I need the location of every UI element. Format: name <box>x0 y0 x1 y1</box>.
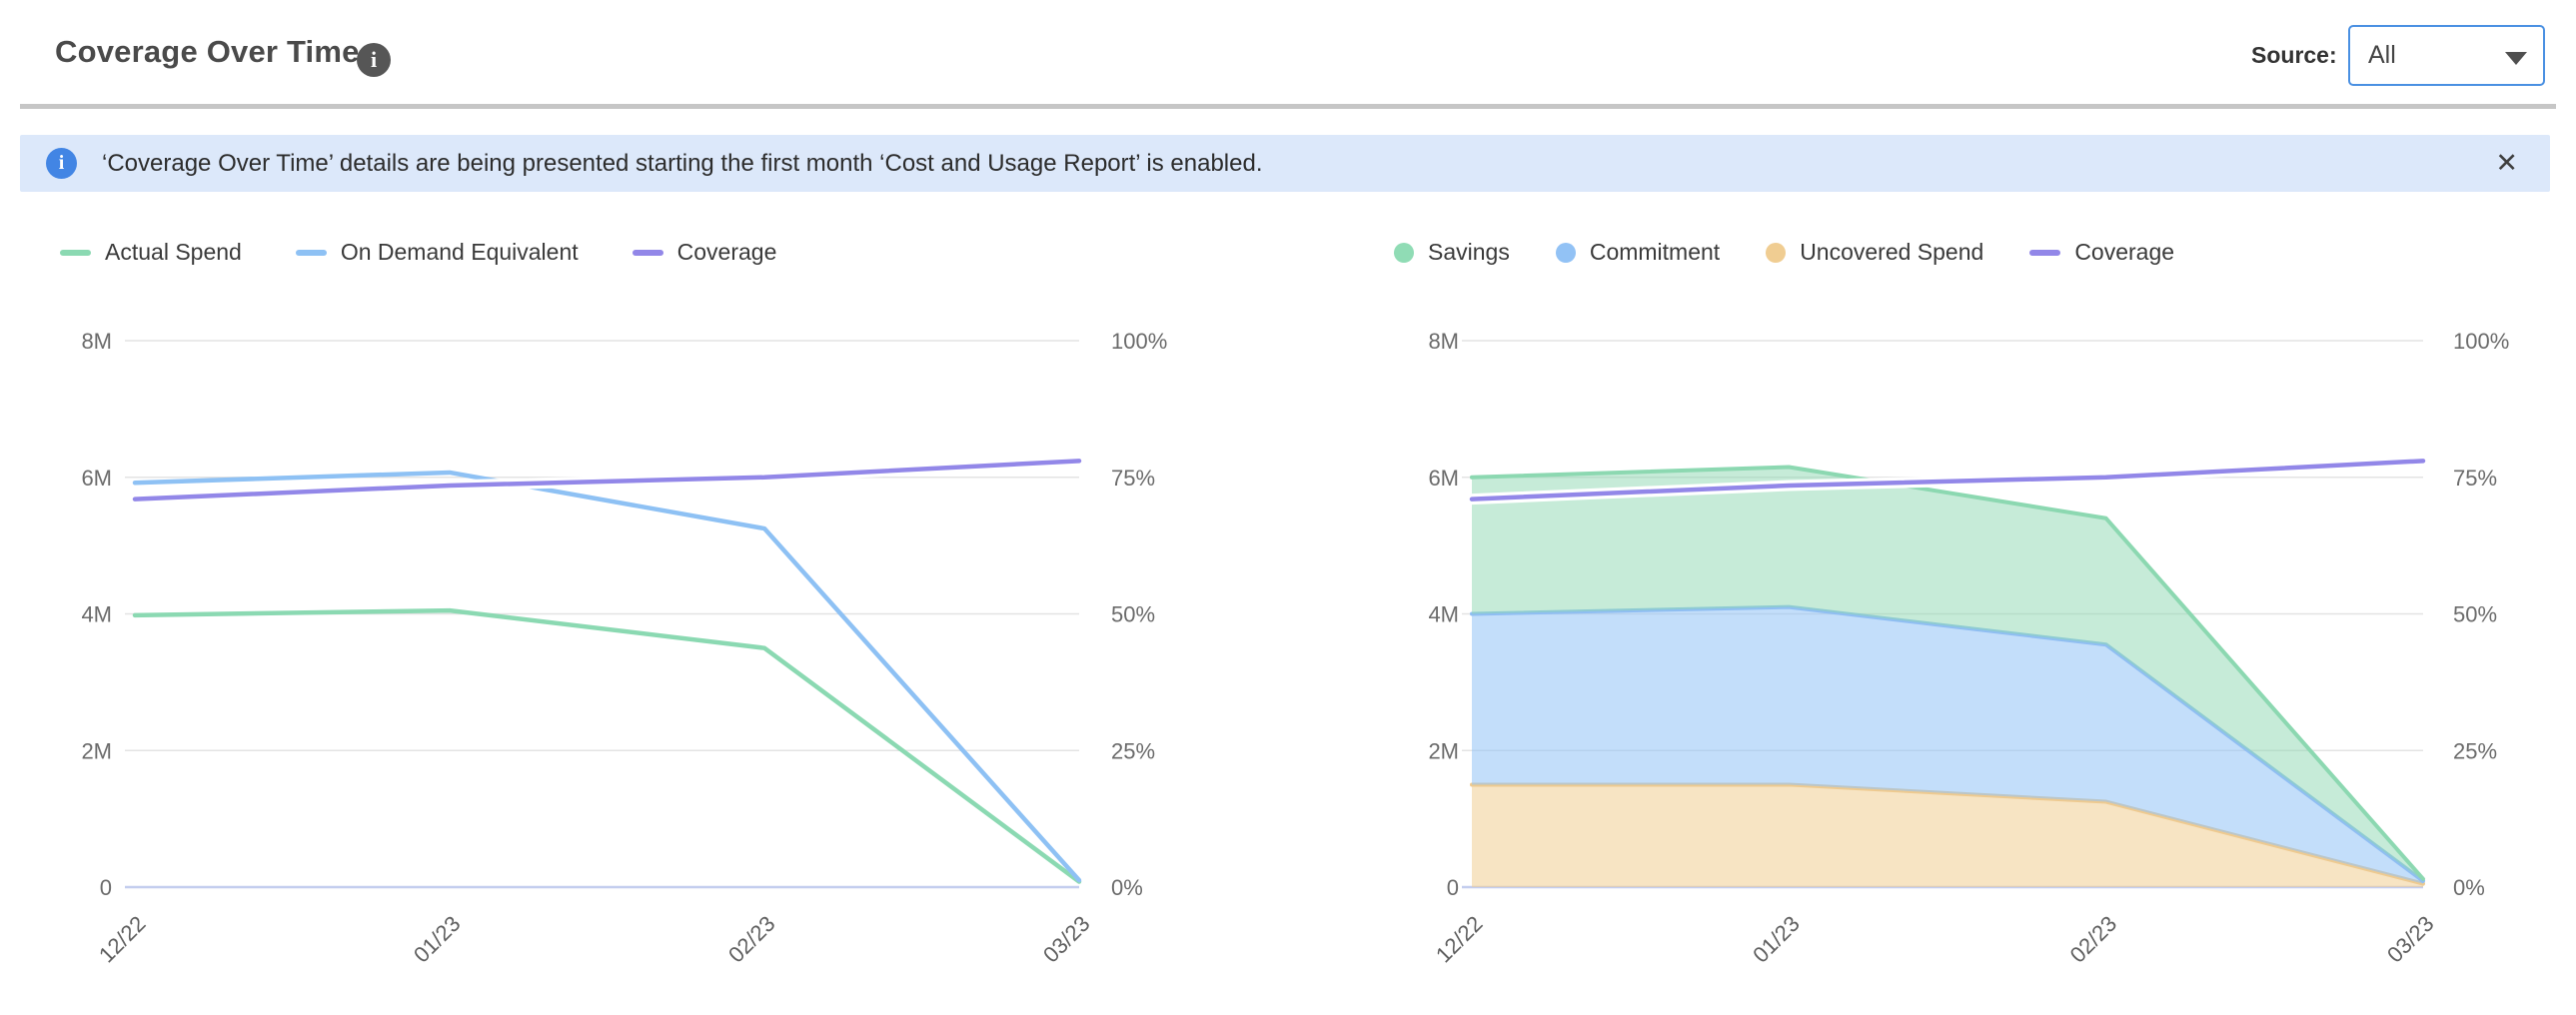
y-axis-right-tick: 0% <box>1111 875 1143 900</box>
legend-label: Coverage <box>676 239 777 265</box>
x-axis-tick: 02/23 <box>723 911 780 968</box>
legend-item-coverage[interactable]: Coverage <box>632 239 777 266</box>
uncovered-spend-area <box>1472 784 2423 887</box>
legend-item-coverage[interactable]: Coverage <box>2029 239 2174 266</box>
y-axis-right-tick: 75% <box>1111 466 1155 491</box>
legend-label: Coverage <box>2074 239 2175 265</box>
savings-area <box>1472 467 2423 881</box>
y-axis-right-tick: 50% <box>1111 602 1155 627</box>
commitment-area <box>1472 606 2423 884</box>
y-axis-right-tick: 100% <box>2453 329 2509 354</box>
source-label: Source: <box>2251 42 2337 68</box>
close-icon[interactable]: ✕ <box>2487 135 2526 192</box>
legend-swatch <box>60 249 91 256</box>
savings-edge <box>1470 465 2425 881</box>
y-axis-left-tick: 0 <box>100 875 112 900</box>
y-axis-right-tick: 25% <box>1111 738 1155 763</box>
legend-swatch <box>2029 249 2061 256</box>
legend-label: On Demand Equivalent <box>340 239 579 265</box>
legend-swatch <box>295 249 327 256</box>
y-axis-left-tick: 8M <box>81 329 112 354</box>
coverage-line <box>1469 459 2426 502</box>
chevron-down-icon <box>2505 52 2527 65</box>
spend-lines-chart: Actual Spend On Demand Equivalent Coverage… <box>0 225 1289 1015</box>
y-axis-right-tick: 25% <box>2453 738 2497 763</box>
legend-item-commitment[interactable]: Commitment <box>1555 239 1721 266</box>
y-axis-left-tick: 8M <box>1428 329 1459 354</box>
x-axis-tick: 02/23 <box>2065 911 2122 968</box>
right-chart-legend: Savings Commitment Uncovered Spend Coverage <box>1337 225 2576 280</box>
legend-swatch <box>632 249 663 256</box>
left-chart-legend: Actual Spend On Demand Equivalent Coverage <box>0 225 1289 280</box>
coverage-line <box>132 459 1082 502</box>
header-divider <box>20 104 2556 109</box>
info-icon[interactable]: i <box>357 43 391 77</box>
legend-label: Savings <box>1428 239 1510 265</box>
legend-item-on-demand-equivalent[interactable]: On Demand Equivalent <box>295 239 579 266</box>
y-axis-right-tick: 0% <box>2453 875 2485 900</box>
legend-item-actual-spend[interactable]: Actual Spend <box>60 239 242 266</box>
legend-label: Commitment <box>1589 239 1721 265</box>
legend-swatch <box>1766 242 1787 263</box>
y-axis-left-tick: 2M <box>1428 738 1459 763</box>
on-demand-equivalent-line <box>132 470 1082 883</box>
y-axis-left-tick: 6M <box>81 466 112 491</box>
legend-label: Actual Spend <box>105 239 242 265</box>
x-axis-tick: 03/23 <box>1038 911 1095 968</box>
x-axis-tick: 03/23 <box>2382 911 2439 968</box>
legend-swatch <box>1555 242 1576 263</box>
left-chart-svg: 0 0% 2M 25% 4M 50% 6M 75% 8M 100% 12/22 01/23 02/23 0… <box>81 329 1167 968</box>
x-axis-tick: 01/23 <box>409 911 466 968</box>
source-selected-value: All <box>2368 41 2396 69</box>
stacked-coverage-chart: Savings Commitment Uncovered Spend Coverage… <box>1337 225 2576 1015</box>
y-axis-right-tick: 50% <box>2453 602 2497 627</box>
info-banner: i ‘Coverage Over Time’ details are being… <box>20 135 2550 192</box>
y-axis-left-tick: 4M <box>1428 602 1459 627</box>
y-axis-left-tick: 6M <box>1428 466 1459 491</box>
legend-label: Uncovered Spend <box>1800 239 1984 265</box>
page-title: Coverage Over Time <box>55 34 360 69</box>
y-axis-right-tick: 100% <box>1111 329 1167 354</box>
legend-swatch <box>1394 242 1414 263</box>
legend-item-savings[interactable]: Savings <box>1394 239 1510 266</box>
x-axis-tick: 12/22 <box>1431 911 1488 968</box>
y-axis-left-tick: 4M <box>81 602 112 627</box>
legend-item-uncovered-spend[interactable]: Uncovered Spend <box>1766 239 1983 266</box>
x-axis-tick: 01/23 <box>1748 911 1805 968</box>
y-axis-right-tick: 75% <box>2453 466 2497 491</box>
banner-text: ‘Coverage Over Time’ details are being p… <box>102 150 1263 177</box>
y-axis-left-tick: 0 <box>1447 875 1459 900</box>
banner-info-icon: i <box>46 148 77 179</box>
y-axis-left-tick: 2M <box>81 738 112 763</box>
actual-spend-line <box>132 607 1082 884</box>
source-dropdown[interactable]: All <box>2348 25 2545 86</box>
x-axis-tick: 12/22 <box>94 911 151 968</box>
right-chart-svg: 0 0% 2M 25% 4M 50% 6M 75% 8M 100% 12/22 01/23 02/23 0… <box>1428 329 2509 968</box>
